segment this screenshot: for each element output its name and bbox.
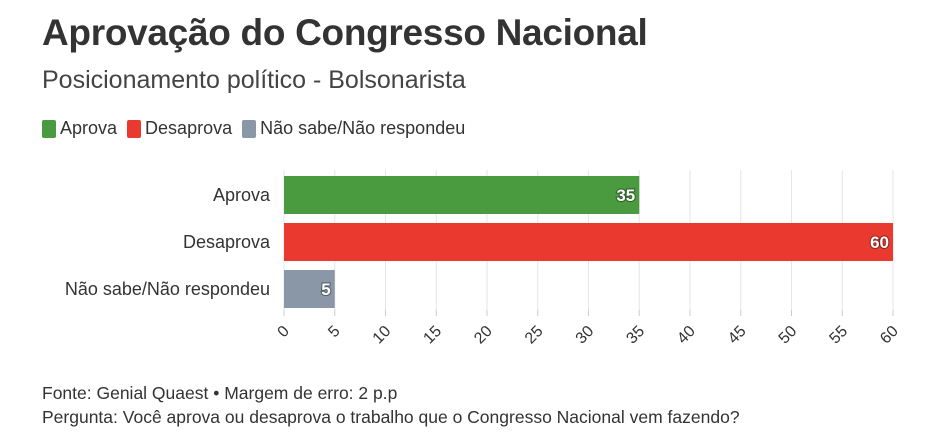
category-label: Aprova: [213, 185, 271, 205]
x-tick-label: 15: [420, 323, 445, 348]
legend-item-desaprova[interactable]: Desaprova: [127, 118, 232, 139]
chart-subtitle: Posicionamento político - Bolsonarista: [42, 66, 466, 94]
x-tick-label: 10: [370, 323, 395, 348]
x-tick-label: 55: [826, 323, 851, 348]
x-tick-label: 45: [725, 323, 750, 348]
x-axis-ticks: 0 5 10 15 20 25 30 35 40 45 50 55 60: [275, 310, 902, 347]
bar[interactable]: [284, 223, 893, 261]
x-tick-label: 30: [573, 323, 598, 348]
x-tick-label: 60: [877, 323, 902, 348]
x-tick-label: 25: [522, 323, 547, 348]
chart-title: Aprovação do Congresso Nacional: [42, 12, 648, 53]
x-tick-label: 40: [674, 323, 699, 348]
footer: Fonte: Genial Quaest • Margem de erro: 2…: [42, 381, 740, 429]
question-note: Pergunta: Você aprova ou desaprova o tra…: [42, 407, 740, 427]
bar[interactable]: [284, 270, 335, 308]
bar-value-label: 5: [321, 280, 330, 299]
legend-swatch-desaprova: [127, 119, 142, 138]
bar-chart: 35 60 5 Aprova Desaprova Não sabe/Não respon…: [65, 170, 902, 347]
legend-label-nao-sabe: Não sabe/Não respondeu: [260, 118, 466, 138]
bar-value-label: 35: [616, 186, 635, 205]
legend-swatch-aprova: [42, 119, 56, 138]
legend: Aprova Desaprova Não sabe/Não respondeu: [42, 118, 465, 139]
bar-value-label: 60: [870, 233, 889, 252]
legend-item-aprova[interactable]: Aprova: [42, 118, 117, 139]
x-tick-label: 0: [275, 323, 293, 341]
x-tick-label: 35: [623, 323, 648, 348]
legend-label-desaprova: Desaprova: [145, 118, 233, 138]
source-note: Fonte: Genial Quaest • Margem de erro: 2…: [42, 383, 398, 403]
x-tick-label: 20: [471, 323, 496, 348]
category-label: Não sabe/Não respondeu: [65, 279, 270, 299]
bars: 35 60 5: [284, 176, 893, 308]
legend-label-aprova: Aprova: [60, 118, 118, 138]
category-labels: Aprova Desaprova Não sabe/Não respondeu: [65, 185, 271, 299]
legend-item-nao-sabe[interactable]: Não sabe/Não respondeu: [242, 118, 465, 139]
x-tick-label: 50: [776, 323, 801, 348]
bar[interactable]: [284, 176, 640, 214]
x-tick-label: 5: [325, 323, 343, 341]
category-label: Desaprova: [183, 232, 271, 252]
legend-swatch-nao-sabe: [242, 119, 257, 138]
